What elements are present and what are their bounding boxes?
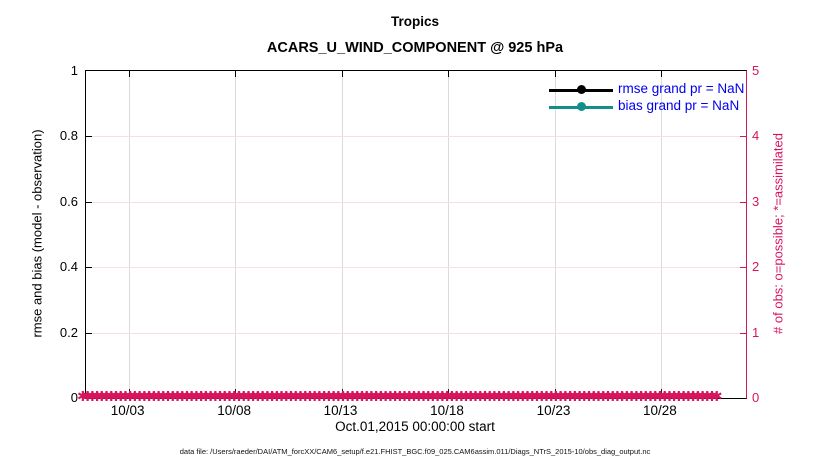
- plot-area: rmse grand pr = NaN bias grand pr = NaN …: [77, 70, 747, 404]
- left-axis-tick: [86, 201, 92, 203]
- left-ytick-label: 0.6: [59, 193, 78, 209]
- left-y-axis-label: rmse and bias (model - observation): [29, 129, 45, 338]
- vertical-gridline: [128, 71, 130, 398]
- right-ytick-label: 3: [752, 193, 760, 209]
- top-axis-tick: [448, 71, 449, 77]
- right-ytick-label: 4: [752, 128, 760, 143]
- top-axis-tick: [660, 71, 662, 77]
- top-axis-tick: [235, 71, 237, 77]
- right-axis-tick: [740, 201, 746, 203]
- assimilated-obs-marker-band: ✱✱✱✱✱✱✱✱✱✱✱✱✱✱✱✱✱✱✱✱✱✱✱✱✱✱✱✱✱✱✱✱✱✱✱✱✱✱✱✱…: [77, 391, 723, 404]
- left-ytick-label: 0.8: [59, 128, 78, 143]
- horizontal-gridline: [86, 201, 746, 203]
- left-axis-tick: [86, 136, 92, 138]
- right-ytick-label: 5: [752, 63, 760, 78]
- plot-title-variable: ACARS_U_WIND_COMPONENT @ 925 hPa: [266, 40, 564, 56]
- x-tick-label: 10/08: [217, 403, 251, 418]
- x-tick-label: 10/28: [642, 403, 677, 418]
- left-axis-tick: [86, 332, 92, 334]
- top-axis-tick: [554, 71, 556, 77]
- vertical-gridline: [235, 71, 237, 398]
- bottom-axis-tick: [554, 389, 556, 398]
- legend-label-bias: bias grand pr = NaN: [618, 98, 740, 113]
- left-ytick-label: 0: [70, 390, 78, 405]
- x-tick-label: 10/23: [536, 403, 571, 418]
- left-axis-tick: [86, 267, 92, 269]
- legend-label-rmse: rmse grand pr = NaN: [618, 81, 745, 96]
- right-y-axis-label: # of obs: o=possible; *=assimilated: [770, 133, 786, 334]
- left-ytick-label: 0.2: [59, 324, 78, 340]
- vertical-gridline: [554, 71, 556, 398]
- right-ytick-label: 0: [752, 390, 760, 405]
- bottom-axis-tick: [235, 389, 237, 398]
- bottom-axis-tick: [660, 389, 662, 398]
- left-ytick-label: 1: [70, 63, 78, 78]
- x-axis-label: Oct.01,2015 00:00:00 start: [335, 419, 495, 434]
- bottom-axis-tick: [128, 389, 130, 398]
- right-axis-tick: [740, 267, 746, 269]
- plot-title-region: Tropics: [390, 14, 439, 29]
- right-axis-tick: [740, 136, 746, 138]
- right-ytick-label: 1: [752, 324, 760, 340]
- top-axis-tick: [341, 71, 343, 77]
- left-ytick-label: 0.4: [59, 259, 78, 274]
- vertical-gridline: [448, 71, 449, 398]
- right-axis-tick: [740, 332, 746, 334]
- vertical-gridline: [341, 71, 343, 398]
- bottom-axis-tick: [341, 389, 343, 398]
- bias-marker-icon: [577, 102, 586, 111]
- x-tick-label: 10/03: [110, 403, 145, 418]
- horizontal-gridline: [86, 267, 746, 269]
- x-tick-label: 10/18: [430, 403, 464, 418]
- data-file-path: data file: /Users/raeder/DAI/ATM_forcXX/…: [179, 447, 651, 456]
- x-tick-label: 10/13: [323, 403, 358, 418]
- top-axis-tick: [128, 71, 130, 77]
- vertical-gridline: [660, 71, 662, 398]
- right-ytick-label: 2: [752, 259, 760, 274]
- rmse-marker-icon: [577, 85, 586, 94]
- horizontal-gridline: [86, 332, 746, 334]
- bottom-axis-tick: [448, 389, 449, 398]
- horizontal-gridline: [86, 136, 746, 138]
